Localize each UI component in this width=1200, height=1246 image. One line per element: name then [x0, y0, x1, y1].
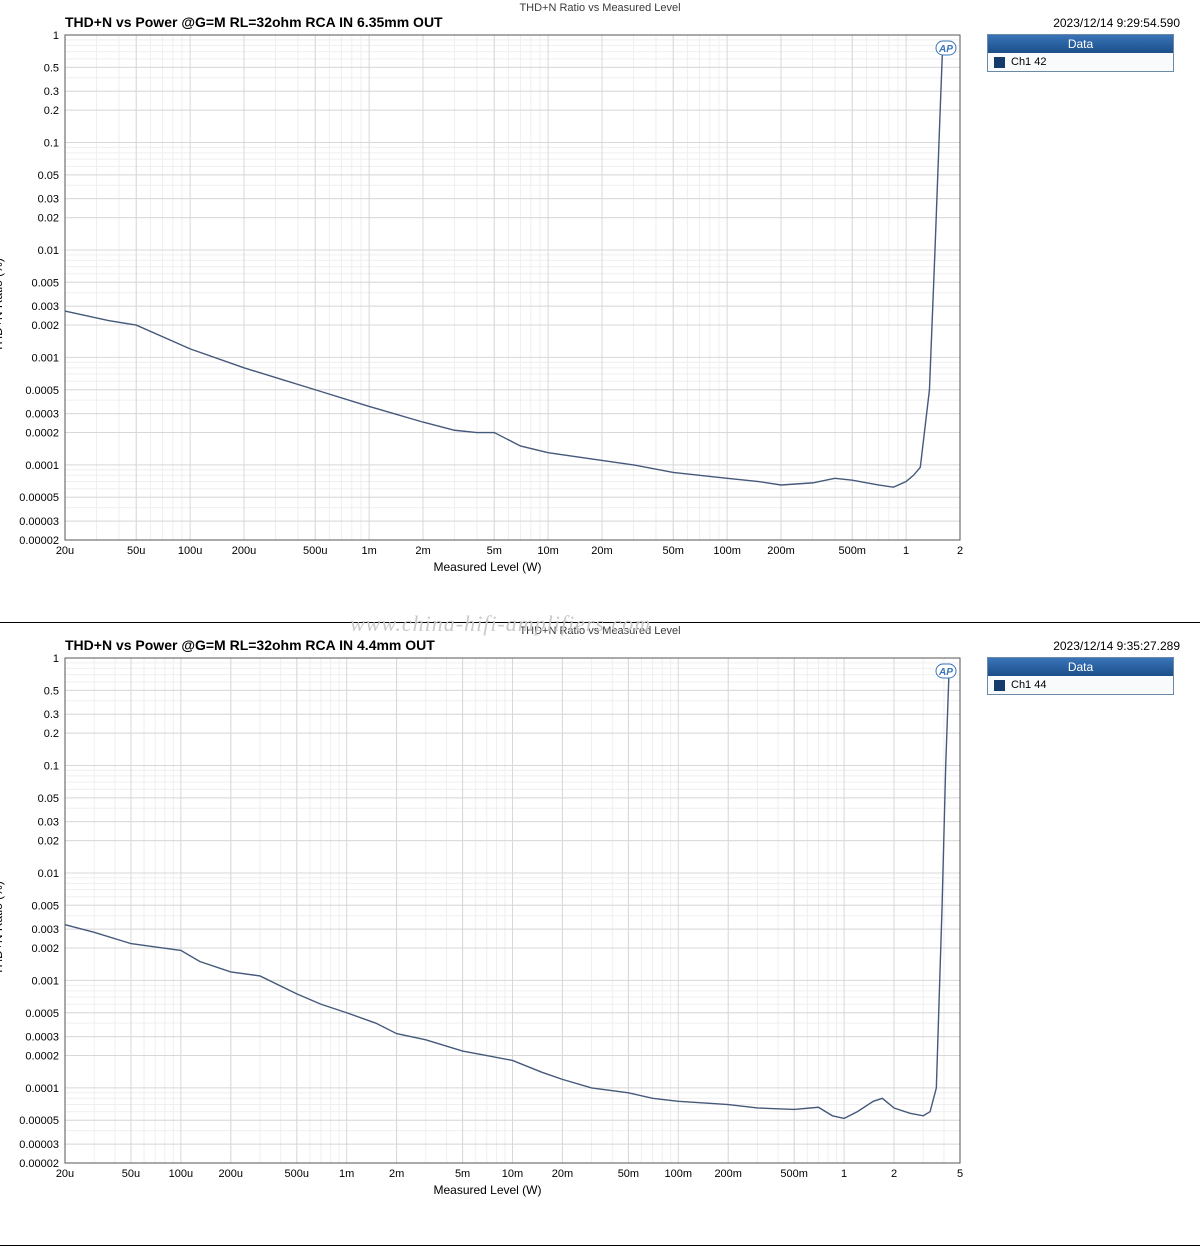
svg-text:1: 1 [841, 1168, 847, 1180]
svg-text:0.03: 0.03 [38, 817, 59, 829]
svg-text:200m: 200m [767, 545, 795, 557]
legend-swatch [994, 57, 1005, 68]
svg-text:0.0003: 0.0003 [25, 1032, 59, 1044]
svg-text:0.0001: 0.0001 [25, 1083, 59, 1095]
svg-text:500m: 500m [838, 545, 866, 557]
svg-text:5: 5 [957, 1168, 963, 1180]
svg-text:0.003: 0.003 [31, 924, 59, 936]
ap-badge: AP [936, 664, 956, 678]
svg-text:0.1: 0.1 [44, 137, 59, 149]
svg-text:500u: 500u [303, 545, 327, 557]
svg-text:50m: 50m [618, 1168, 639, 1180]
chart-plot: AP 20u50u100u200u500u1m2m5m10m20m50m100m… [0, 653, 975, 1183]
svg-text:0.0005: 0.0005 [25, 385, 59, 397]
svg-text:200u: 200u [219, 1168, 243, 1180]
legend-item: Ch1 42 [988, 53, 1173, 71]
svg-text:2: 2 [891, 1168, 897, 1180]
svg-text:5m: 5m [455, 1168, 470, 1180]
legend-swatch [994, 680, 1005, 691]
svg-text:20m: 20m [591, 545, 612, 557]
svg-text:0.00003: 0.00003 [19, 516, 59, 528]
timestamp: 2023/12/14 9:35:27.289 [1053, 639, 1180, 653]
svg-text:2m: 2m [389, 1168, 404, 1180]
svg-text:100m: 100m [665, 1168, 693, 1180]
svg-text:0.2: 0.2 [44, 105, 59, 117]
legend-header: Data [988, 658, 1173, 676]
svg-text:50u: 50u [127, 545, 145, 557]
super-title: THD+N Ratio vs Measured Level [0, 0, 1200, 14]
svg-text:0.002: 0.002 [31, 320, 59, 332]
svg-text:0.3: 0.3 [44, 86, 59, 98]
svg-text:10m: 10m [502, 1168, 523, 1180]
svg-text:2: 2 [957, 545, 963, 557]
timestamp: 2023/12/14 9:29:54.590 [1053, 16, 1180, 30]
svg-text:0.005: 0.005 [31, 277, 59, 289]
legend-header: Data [988, 35, 1173, 53]
x-axis-label: Measured Level (W) [0, 1183, 975, 1203]
svg-text:0.00003: 0.00003 [19, 1139, 59, 1151]
chart-title: THD+N vs Power @G=M RL=32ohm RCA IN 4.4m… [65, 637, 435, 653]
svg-text:50u: 50u [122, 1168, 140, 1180]
svg-text:0.0002: 0.0002 [25, 1051, 59, 1063]
svg-text:0.05: 0.05 [38, 170, 59, 182]
svg-text:0.001: 0.001 [31, 975, 59, 987]
svg-text:0.00005: 0.00005 [19, 1115, 59, 1127]
y-axis-label: THD+N Ratio (%) [0, 881, 5, 975]
svg-text:0.00005: 0.00005 [19, 492, 59, 504]
svg-text:0.001: 0.001 [31, 352, 59, 364]
svg-text:0.005: 0.005 [31, 900, 59, 912]
svg-text:200u: 200u [232, 545, 256, 557]
svg-text:0.02: 0.02 [38, 213, 59, 225]
svg-text:0.01: 0.01 [38, 245, 59, 257]
svg-text:0.0001: 0.0001 [25, 460, 59, 472]
svg-text:500m: 500m [780, 1168, 808, 1180]
svg-text:500u: 500u [285, 1168, 309, 1180]
svg-text:0.002: 0.002 [31, 943, 59, 955]
chart-title: THD+N vs Power @G=M RL=32ohm RCA IN 6.35… [65, 14, 443, 30]
svg-text:0.00002: 0.00002 [19, 535, 59, 547]
svg-text:0.3: 0.3 [44, 709, 59, 721]
svg-text:100u: 100u [178, 545, 202, 557]
svg-text:2m: 2m [415, 545, 430, 557]
svg-text:AP: AP [938, 44, 953, 55]
svg-text:1m: 1m [339, 1168, 354, 1180]
ap-badge: AP [936, 41, 956, 55]
svg-text:0.1: 0.1 [44, 760, 59, 772]
svg-text:0.02: 0.02 [38, 836, 59, 848]
legend-label: Ch1 44 [1011, 679, 1046, 691]
legend-item: Ch1 44 [988, 676, 1173, 694]
x-axis-label: Measured Level (W) [0, 560, 975, 580]
legend: Data Ch1 44 [987, 657, 1174, 695]
svg-text:10m: 10m [537, 545, 558, 557]
svg-text:0.0003: 0.0003 [25, 409, 59, 421]
svg-text:1: 1 [53, 30, 59, 42]
svg-text:0.01: 0.01 [38, 868, 59, 880]
svg-text:0.05: 0.05 [38, 793, 59, 805]
svg-text:0.0005: 0.0005 [25, 1008, 59, 1020]
svg-text:50m: 50m [663, 545, 684, 557]
legend-label: Ch1 42 [1011, 56, 1046, 68]
svg-text:0.5: 0.5 [44, 62, 59, 74]
svg-text:0.00002: 0.00002 [19, 1158, 59, 1170]
svg-text:0.003: 0.003 [31, 301, 59, 313]
svg-text:0.03: 0.03 [38, 194, 59, 206]
svg-text:200m: 200m [714, 1168, 742, 1180]
svg-text:0.5: 0.5 [44, 685, 59, 697]
svg-text:5m: 5m [487, 545, 502, 557]
svg-text:0.2: 0.2 [44, 728, 59, 740]
svg-text:AP: AP [938, 667, 953, 678]
chart-panel: THD+N Ratio vs Measured Level THD+N vs P… [0, 623, 1200, 1246]
svg-text:1: 1 [53, 653, 59, 665]
svg-text:20m: 20m [552, 1168, 573, 1180]
super-title: THD+N Ratio vs Measured Level [0, 623, 1200, 637]
chart-panel: THD+N Ratio vs Measured Level THD+N vs P… [0, 0, 1200, 623]
svg-text:1: 1 [903, 545, 909, 557]
svg-text:100m: 100m [713, 545, 741, 557]
chart-plot: AP 20u50u100u200u500u1m2m5m10m20m50m100m… [0, 30, 975, 560]
svg-text:100u: 100u [169, 1168, 193, 1180]
svg-text:1m: 1m [361, 545, 376, 557]
legend: Data Ch1 42 [987, 34, 1174, 72]
svg-text:0.0002: 0.0002 [25, 428, 59, 440]
y-axis-label: THD+N Ratio (%) [0, 258, 5, 352]
